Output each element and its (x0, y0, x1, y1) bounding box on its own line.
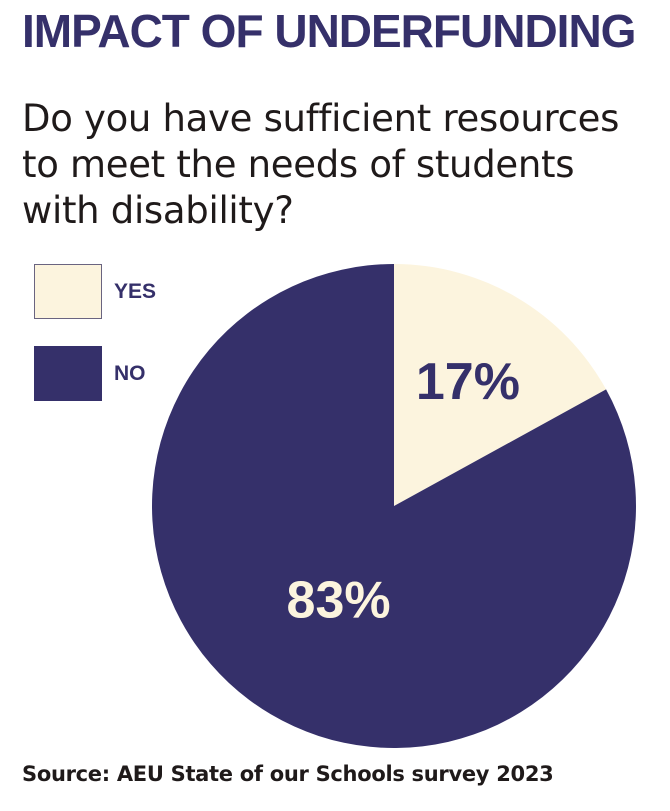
legend-label-no: NO (114, 362, 146, 385)
survey-question: Do you have sufficient resources to meet… (22, 97, 620, 232)
pie-label-yes: 17% (416, 353, 520, 411)
legend-swatch-yes (34, 264, 102, 319)
pie-slice-no (152, 264, 637, 748)
pie-slice-yes (394, 263, 607, 506)
pie-label-no: 83% (287, 572, 391, 630)
chart-title: IMPACT OF UNDERFUNDING (22, 5, 636, 57)
legend-item-no: NO (34, 346, 234, 406)
legend-swatch-no (34, 346, 102, 401)
legend-label-yes: YES (114, 280, 157, 303)
legend-item-yes: YES (34, 264, 234, 324)
source-note: Source: AEU State of our Schools survey … (22, 762, 554, 786)
